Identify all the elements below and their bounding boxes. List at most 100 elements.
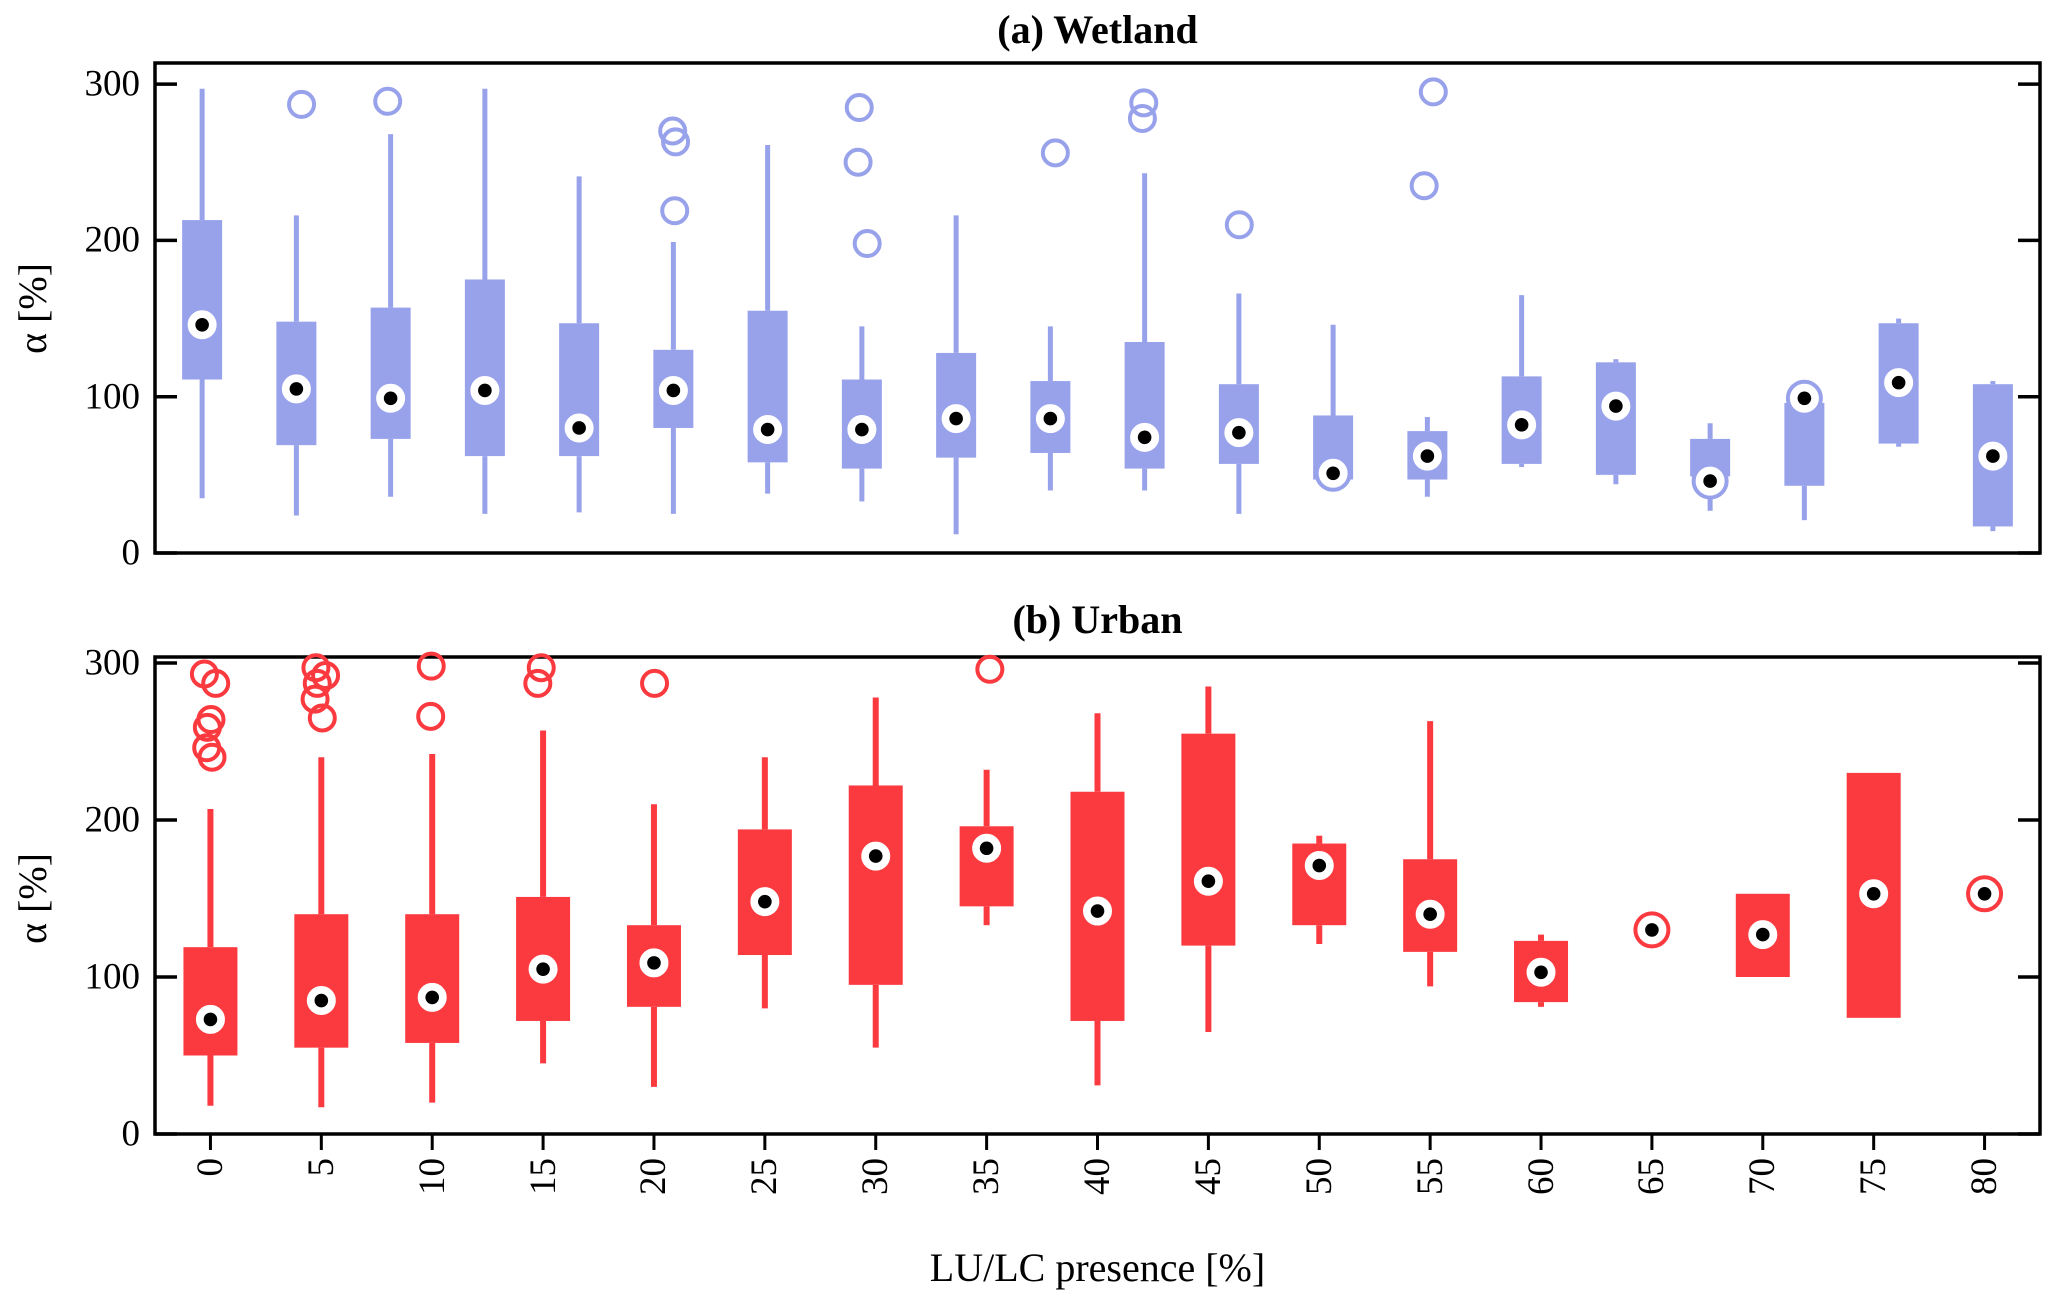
panel-a-ytick-label-100: 100	[40, 375, 140, 418]
panel-a-ytick-label-200: 200	[40, 219, 140, 262]
xtick-label-65: 65	[1610, 1158, 1694, 1244]
box	[405, 914, 459, 1043]
median-dot	[1421, 449, 1435, 463]
boxplot-figure: (a) Wetland (b) Urban α [%] α [%] 0 100 20…	[0, 0, 2067, 1306]
median-dot	[1326, 466, 1340, 480]
median-dot	[315, 994, 329, 1008]
outlier-point	[847, 95, 872, 120]
xtick-label-5: 5	[279, 1158, 363, 1244]
median-dot	[855, 423, 869, 437]
panel-b-y-axis-label: α [%]	[2, 748, 62, 1048]
median-dot	[1867, 887, 1881, 901]
xtick-label-text-0: 0	[189, 1158, 232, 1177]
xtick-label-45: 45	[1166, 1158, 1250, 1244]
outlier-point	[642, 671, 667, 696]
xtick-label-70: 70	[1721, 1158, 1805, 1244]
box	[294, 914, 348, 1047]
median-dot	[1978, 887, 1992, 901]
outlier-point	[1043, 140, 1068, 165]
xtick-label-text-60: 60	[1520, 1158, 1563, 1195]
box	[849, 785, 903, 984]
median-dot	[1892, 376, 1906, 390]
median-dot	[667, 384, 681, 398]
box	[371, 308, 411, 439]
xtick-label-text-80: 80	[1963, 1158, 2006, 1195]
xtick-label-35: 35	[945, 1158, 1029, 1244]
xtick-label-text-25: 25	[743, 1158, 786, 1195]
x-axis-label: LU/LC presence [%]	[155, 1244, 2040, 1291]
median-dot	[1312, 859, 1326, 873]
outlier-point	[846, 150, 871, 175]
median-dot	[1232, 426, 1246, 440]
panel-a-title: (a) Wetland	[155, 6, 2040, 53]
median-dot	[572, 421, 586, 435]
xtick-label-50: 50	[1277, 1158, 1361, 1244]
xtick-label-40: 40	[1056, 1158, 1140, 1244]
outlier-point	[855, 231, 880, 256]
xtick-label-10: 10	[390, 1158, 474, 1244]
outlier-point	[1227, 212, 1252, 237]
median-dot	[1044, 412, 1058, 426]
median-dot	[647, 956, 661, 970]
median-dot	[425, 991, 439, 1005]
median-dot	[1703, 474, 1717, 488]
xtick-label-text-65: 65	[1630, 1158, 1673, 1195]
median-dot	[1138, 431, 1152, 445]
outlier-point	[1421, 79, 1446, 104]
panel-a-ytick-label-300: 300	[40, 63, 140, 106]
panel-b-ytick-label-0: 0	[40, 1113, 140, 1156]
outlier-point	[198, 707, 223, 732]
median-dot	[1515, 418, 1529, 432]
outlier-point	[289, 92, 314, 117]
xtick-label-text-45: 45	[1187, 1158, 1230, 1195]
median-dot	[1202, 874, 1216, 888]
xtick-label-text-50: 50	[1298, 1158, 1341, 1195]
median-dot	[1534, 965, 1548, 979]
xtick-label-text-40: 40	[1076, 1158, 1119, 1195]
median-dot	[478, 384, 492, 398]
xtick-label-20: 20	[612, 1158, 696, 1244]
outlier-point	[375, 89, 400, 114]
xtick-label-text-70: 70	[1741, 1158, 1784, 1195]
xtick-label-text-75: 75	[1852, 1158, 1895, 1195]
panel-b-ytick-label-100: 100	[40, 956, 140, 999]
median-dot	[1798, 391, 1812, 405]
median-dot	[980, 841, 994, 855]
xtick-label-text-20: 20	[632, 1158, 675, 1195]
outlier-point	[529, 655, 554, 680]
median-dot	[869, 849, 883, 863]
xtick-label-80: 80	[1943, 1158, 2027, 1244]
outlier-point	[1412, 173, 1437, 198]
panel-a-ytick-label-0: 0	[40, 532, 140, 575]
panel-b-title: (b) Urban	[155, 596, 2040, 643]
box	[465, 279, 505, 456]
median-dot	[204, 1013, 218, 1027]
median-dot	[1609, 399, 1623, 413]
xtick-label-30: 30	[834, 1158, 918, 1244]
xtick-label-text-5: 5	[300, 1158, 343, 1177]
panel-a-y-axis-label-text: α [%]	[9, 263, 56, 354]
panel-b-ytick-label-200: 200	[40, 799, 140, 842]
xtick-label-text-55: 55	[1409, 1158, 1452, 1195]
xtick-label-15: 15	[501, 1158, 585, 1244]
median-dot	[949, 412, 963, 426]
xtick-label-text-15: 15	[522, 1158, 565, 1195]
panel-b-ytick-label-300: 300	[40, 642, 140, 685]
xtick-label-text-35: 35	[965, 1158, 1008, 1195]
xtick-label-60: 60	[1499, 1158, 1583, 1244]
xtick-label-text-30: 30	[854, 1158, 897, 1195]
median-dot	[384, 391, 398, 405]
outlier-point	[977, 657, 1002, 682]
xtick-label-55: 55	[1388, 1158, 1472, 1244]
plot-canvas	[0, 0, 2067, 1306]
xtick-label-25: 25	[723, 1158, 807, 1244]
median-dot	[290, 382, 304, 396]
median-dot	[1645, 923, 1659, 937]
box	[182, 220, 222, 379]
outlier-point	[1131, 90, 1156, 115]
median-dot	[1986, 449, 2000, 463]
panel-a-frame	[155, 63, 2040, 553]
xtick-label-0: 0	[168, 1158, 252, 1244]
median-dot	[195, 318, 209, 332]
xtick-label-75: 75	[1832, 1158, 1916, 1244]
